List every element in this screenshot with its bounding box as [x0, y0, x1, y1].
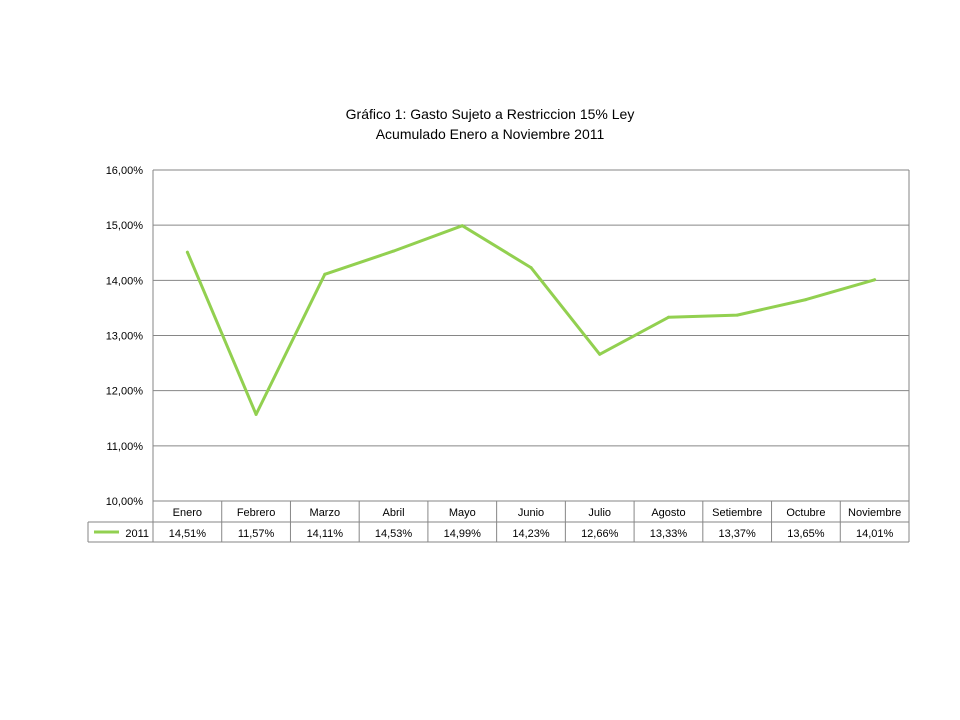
y-tick-label: 16,00%	[106, 165, 144, 177]
data-point	[323, 272, 327, 276]
category-label: Octubre	[786, 507, 825, 519]
data-point	[873, 278, 877, 282]
category-label: Noviembre	[848, 507, 901, 519]
legend-label: 2011	[125, 528, 149, 540]
category-label: Julio	[588, 507, 611, 519]
category-label: Abril	[383, 507, 405, 519]
category-label: Febrero	[237, 507, 276, 519]
y-tick-label: 11,00%	[107, 441, 144, 453]
data-point	[735, 313, 739, 317]
data-label: 14,51%	[169, 528, 207, 540]
data-label: 13,65%	[787, 528, 825, 540]
data-label: 13,33%	[650, 528, 688, 540]
y-tick-label: 13,00%	[106, 331, 144, 343]
data-label: 13,37%	[719, 528, 757, 540]
category-label: Enero	[173, 507, 202, 519]
y-axis: 10,00% 11,00% 12,00% 13,00% 14,00% 15,00% 16,0…	[106, 165, 910, 508]
data-point	[392, 249, 396, 253]
y-tick-label: 15,00%	[106, 220, 144, 232]
data-label: 11,57%	[238, 528, 275, 540]
category-label: Agosto	[651, 507, 685, 519]
data-label: 14,23%	[512, 528, 550, 540]
data-label: 14,53%	[375, 528, 413, 540]
category-label: Setiembre	[712, 507, 762, 519]
data-point	[185, 250, 189, 254]
data-point	[254, 412, 258, 416]
data-label: 12,66%	[581, 528, 619, 540]
data-point	[460, 224, 464, 228]
data-point	[804, 298, 808, 302]
chart-title: Gráfico 1: Gasto Sujeto a Restriccion 15…	[0, 104, 960, 144]
y-tick-label: 10,00%	[106, 496, 144, 508]
data-table: Enero Febrero Marzo Abril Mayo Junio Julio Agos…	[87, 501, 910, 543]
data-label: 14,11%	[307, 528, 344, 540]
category-label: Mayo	[449, 507, 476, 519]
gridlines	[153, 169, 909, 502]
data-point	[529, 266, 533, 270]
data-point	[666, 315, 670, 319]
series-2011	[185, 224, 877, 416]
chart-title-line1: Gráfico 1: Gasto Sujeto a Restriccion 15…	[345, 106, 635, 122]
category-label: Junio	[518, 507, 544, 519]
chart-title-line2: Acumulado Enero a Noviembre 2011	[375, 126, 605, 142]
data-label: 14,01%	[856, 528, 894, 540]
data-point	[598, 352, 602, 356]
y-tick-label: 12,00%	[106, 386, 144, 398]
data-label: 14,99%	[444, 528, 482, 540]
category-label: Marzo	[310, 507, 341, 519]
y-tick-label: 14,00%	[106, 275, 144, 287]
series-line	[185, 224, 877, 416]
